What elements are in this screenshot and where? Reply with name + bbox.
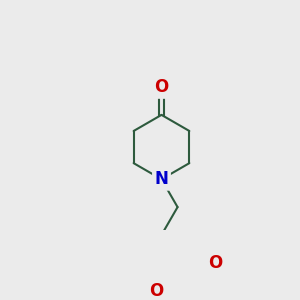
Text: O: O (208, 254, 222, 272)
Text: N: N (154, 170, 168, 188)
Text: O: O (149, 282, 164, 300)
Text: O: O (154, 78, 169, 96)
